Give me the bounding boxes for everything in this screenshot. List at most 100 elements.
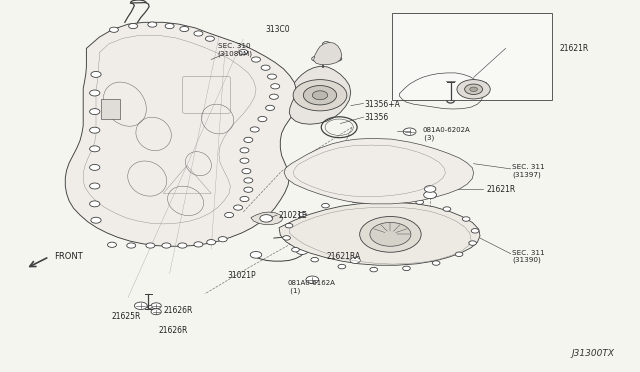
Circle shape bbox=[432, 261, 440, 265]
Circle shape bbox=[309, 169, 317, 173]
Circle shape bbox=[90, 109, 100, 115]
Text: J31300TX: J31300TX bbox=[572, 349, 614, 358]
Circle shape bbox=[314, 180, 322, 184]
Text: SEC. 310
(31080M): SEC. 310 (31080M) bbox=[218, 44, 253, 57]
Circle shape bbox=[266, 105, 275, 110]
Circle shape bbox=[403, 128, 416, 135]
Circle shape bbox=[91, 217, 101, 223]
Circle shape bbox=[178, 243, 187, 248]
Bar bbox=[101, 99, 120, 119]
Text: 081A0-6162A
 (1): 081A0-6162A (1) bbox=[288, 280, 336, 294]
Circle shape bbox=[377, 197, 385, 201]
Circle shape bbox=[322, 203, 330, 208]
Circle shape bbox=[462, 217, 470, 221]
Circle shape bbox=[250, 251, 262, 258]
Circle shape bbox=[338, 264, 346, 269]
Circle shape bbox=[244, 137, 253, 142]
Circle shape bbox=[285, 224, 293, 228]
Polygon shape bbox=[65, 22, 299, 246]
Circle shape bbox=[323, 42, 330, 46]
Circle shape bbox=[440, 180, 447, 184]
Circle shape bbox=[146, 243, 155, 248]
Circle shape bbox=[283, 235, 291, 240]
Polygon shape bbox=[251, 212, 283, 225]
Circle shape bbox=[314, 158, 322, 163]
Circle shape bbox=[225, 212, 234, 218]
Polygon shape bbox=[284, 138, 474, 204]
Circle shape bbox=[147, 305, 152, 308]
Circle shape bbox=[268, 74, 276, 79]
Text: SEC. 311
(31390): SEC. 311 (31390) bbox=[512, 250, 545, 263]
Circle shape bbox=[218, 237, 227, 242]
Circle shape bbox=[151, 303, 161, 309]
Circle shape bbox=[443, 207, 451, 211]
Bar bbox=[392, 13, 552, 100]
Text: SEC. 311
(31390): SEC. 311 (31390) bbox=[396, 31, 428, 44]
Circle shape bbox=[127, 243, 136, 248]
Circle shape bbox=[260, 215, 273, 222]
Circle shape bbox=[351, 198, 359, 203]
Circle shape bbox=[180, 26, 189, 32]
Circle shape bbox=[424, 186, 436, 192]
Circle shape bbox=[299, 212, 307, 217]
Circle shape bbox=[351, 143, 358, 148]
Circle shape bbox=[129, 23, 138, 29]
Circle shape bbox=[240, 158, 249, 163]
Circle shape bbox=[205, 36, 214, 41]
Circle shape bbox=[240, 148, 249, 153]
Circle shape bbox=[468, 241, 476, 245]
Circle shape bbox=[239, 49, 248, 55]
Circle shape bbox=[108, 242, 116, 247]
Circle shape bbox=[151, 309, 161, 315]
Circle shape bbox=[350, 257, 360, 263]
Circle shape bbox=[269, 94, 278, 99]
Circle shape bbox=[465, 84, 483, 94]
Circle shape bbox=[425, 189, 433, 193]
Circle shape bbox=[440, 158, 447, 163]
Circle shape bbox=[306, 276, 319, 283]
Circle shape bbox=[234, 205, 243, 210]
Text: 31356: 31356 bbox=[365, 113, 389, 122]
Polygon shape bbox=[279, 202, 480, 265]
Circle shape bbox=[351, 195, 358, 199]
Polygon shape bbox=[289, 66, 351, 124]
Circle shape bbox=[165, 23, 174, 29]
Circle shape bbox=[384, 197, 392, 201]
Circle shape bbox=[148, 22, 157, 27]
Circle shape bbox=[109, 27, 118, 32]
Circle shape bbox=[457, 80, 490, 99]
Text: 313C0: 313C0 bbox=[266, 25, 290, 34]
Circle shape bbox=[240, 196, 249, 202]
Circle shape bbox=[162, 243, 171, 248]
Text: SEC. 311
(31397): SEC. 311 (31397) bbox=[512, 164, 545, 178]
Text: 21621R: 21621R bbox=[560, 44, 589, 53]
Circle shape bbox=[370, 222, 411, 246]
Text: 21626R: 21626R bbox=[163, 306, 193, 315]
Circle shape bbox=[360, 217, 421, 252]
Text: 29054Y: 29054Y bbox=[422, 161, 451, 170]
Circle shape bbox=[244, 178, 253, 183]
Circle shape bbox=[416, 200, 424, 204]
Text: 31356+A: 31356+A bbox=[365, 100, 401, 109]
Text: 21621R: 21621R bbox=[486, 185, 516, 194]
Circle shape bbox=[90, 90, 100, 96]
Circle shape bbox=[403, 143, 411, 148]
Circle shape bbox=[252, 57, 260, 62]
Circle shape bbox=[207, 240, 216, 245]
Text: 21021E: 21021E bbox=[278, 211, 307, 220]
Circle shape bbox=[90, 201, 100, 207]
Circle shape bbox=[90, 183, 100, 189]
Text: 21626R: 21626R bbox=[159, 326, 188, 335]
Text: 081A0-6202A
 (3): 081A0-6202A (3) bbox=[422, 127, 470, 141]
Circle shape bbox=[296, 248, 308, 254]
Text: 31021P: 31021P bbox=[227, 271, 256, 280]
Circle shape bbox=[91, 71, 101, 77]
Circle shape bbox=[292, 247, 300, 252]
Text: 21621RA: 21621RA bbox=[326, 252, 361, 261]
Circle shape bbox=[334, 57, 342, 61]
Circle shape bbox=[455, 252, 463, 256]
Text: 21625R: 21625R bbox=[112, 312, 141, 321]
Circle shape bbox=[90, 127, 100, 133]
Circle shape bbox=[194, 242, 203, 247]
Circle shape bbox=[261, 65, 270, 70]
